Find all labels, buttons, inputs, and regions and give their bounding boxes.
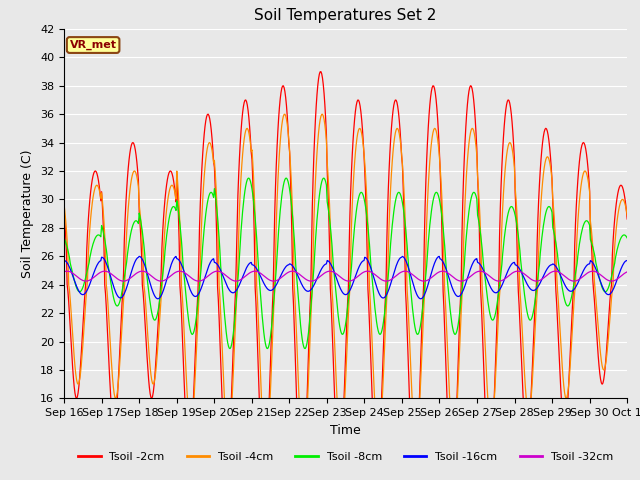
Legend: Tsoil -2cm, Tsoil -4cm, Tsoil -8cm, Tsoil -16cm, Tsoil -32cm: Tsoil -2cm, Tsoil -4cm, Tsoil -8cm, Tsoi…: [74, 448, 618, 467]
Tsoil -4cm: [186, 419, 193, 424]
Line: Tsoil -32cm: Tsoil -32cm: [64, 271, 627, 281]
Tsoil -16cm: [187, 288, 195, 294]
Tsoil -16cm: [70, 277, 78, 283]
Y-axis label: Soil Temperature (C): Soil Temperature (C): [22, 149, 35, 278]
Tsoil -32cm: [60, 269, 68, 275]
Tsoil -8cm: [416, 327, 424, 333]
Tsoil -32cm: [608, 278, 616, 284]
Tsoil -4cm: [432, 128, 440, 133]
Tsoil -8cm: [70, 277, 78, 283]
X-axis label: Time: Time: [330, 424, 361, 437]
Tsoil -2cm: [128, 140, 136, 146]
Line: Tsoil -8cm: Tsoil -8cm: [64, 178, 627, 348]
Tsoil -32cm: [216, 269, 224, 275]
Tsoil -32cm: [431, 272, 439, 277]
Tsoil -4cm: [215, 283, 223, 289]
Tsoil -2cm: [317, 69, 324, 74]
Line: Tsoil -16cm: Tsoil -16cm: [64, 256, 627, 299]
Title: Soil Temperatures Set 2: Soil Temperatures Set 2: [255, 9, 436, 24]
Tsoil -32cm: [129, 273, 137, 279]
Tsoil -8cm: [215, 235, 223, 240]
Tsoil -2cm: [186, 452, 193, 458]
Tsoil -16cm: [135, 253, 143, 259]
Tsoil -8cm: [432, 190, 440, 195]
Tsoil -8cm: [245, 175, 253, 181]
Tsoil -16cm: [623, 258, 631, 264]
Tsoil -8cm: [623, 235, 631, 241]
Tsoil -16cm: [154, 296, 162, 301]
Tsoil -8cm: [60, 235, 68, 241]
Tsoil -2cm: [432, 96, 440, 102]
Tsoil -4cm: [281, 111, 289, 117]
Text: VR_met: VR_met: [70, 40, 116, 50]
Tsoil -8cm: [226, 346, 234, 351]
Tsoil -2cm: [416, 390, 424, 396]
Tsoil -16cm: [128, 266, 136, 272]
Tsoil -32cm: [186, 274, 194, 280]
Tsoil -4cm: [60, 201, 68, 207]
Tsoil -32cm: [71, 272, 79, 278]
Line: Tsoil -4cm: Tsoil -4cm: [64, 114, 627, 455]
Tsoil -4cm: [262, 452, 270, 458]
Tsoil -16cm: [416, 296, 424, 301]
Line: Tsoil -2cm: Tsoil -2cm: [64, 72, 627, 480]
Tsoil -4cm: [416, 401, 424, 407]
Tsoil -2cm: [60, 207, 68, 213]
Tsoil -4cm: [128, 173, 136, 179]
Tsoil -4cm: [623, 213, 631, 218]
Tsoil -2cm: [215, 315, 223, 321]
Tsoil -32cm: [415, 276, 422, 282]
Tsoil -2cm: [623, 216, 631, 222]
Tsoil -32cm: [63, 268, 71, 274]
Tsoil -16cm: [60, 258, 68, 264]
Tsoil -2cm: [70, 384, 78, 389]
Tsoil -8cm: [186, 322, 193, 328]
Tsoil -16cm: [217, 267, 225, 273]
Tsoil -8cm: [128, 225, 136, 230]
Tsoil -4cm: [70, 354, 78, 360]
Tsoil -16cm: [432, 257, 440, 263]
Tsoil -32cm: [623, 269, 631, 275]
